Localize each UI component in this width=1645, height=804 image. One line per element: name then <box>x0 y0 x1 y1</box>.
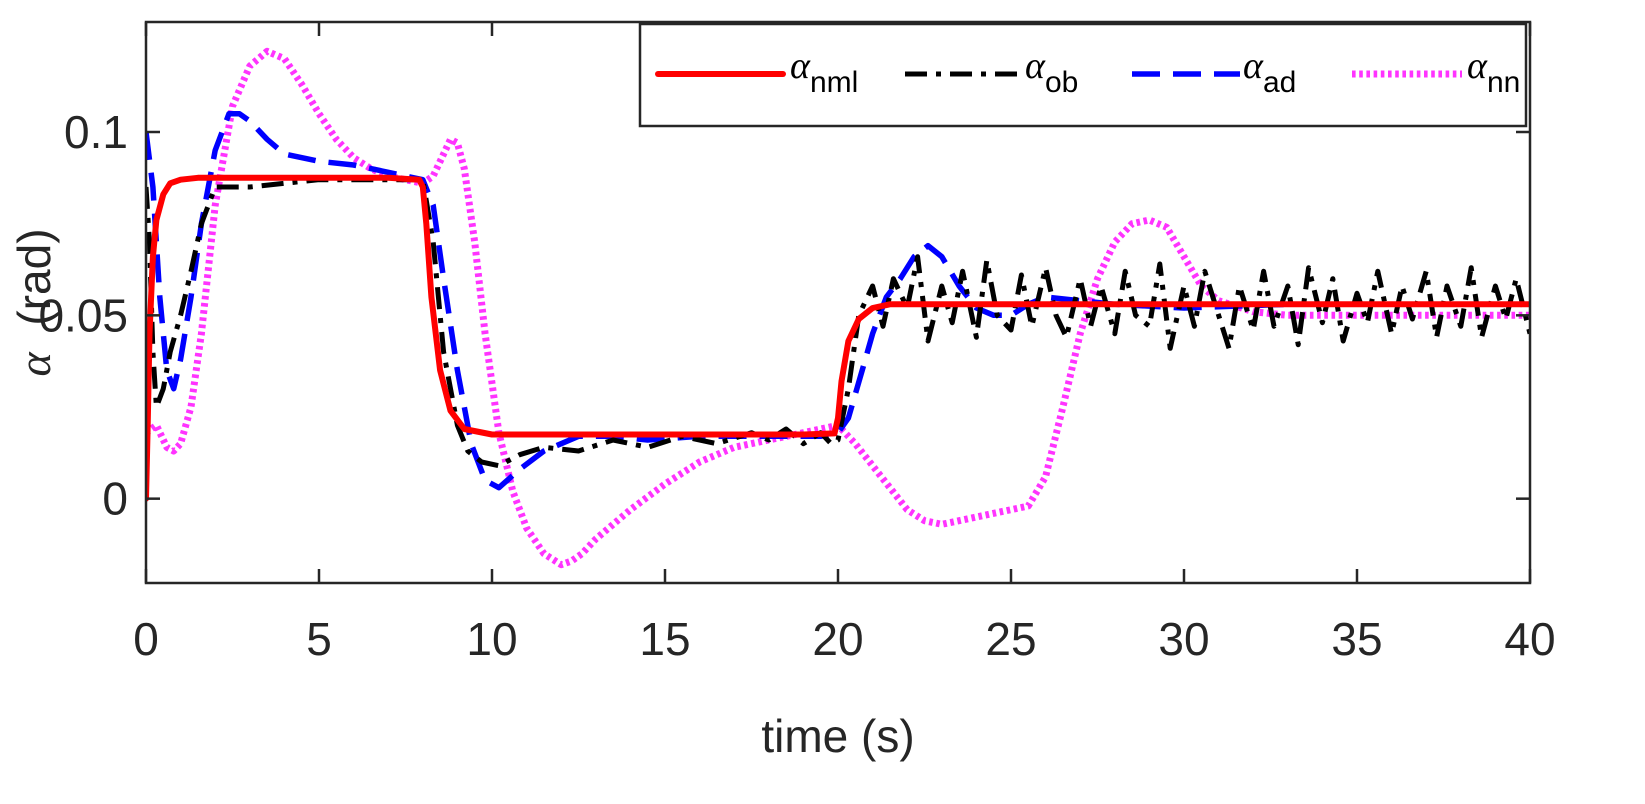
legend-label-nml: αnml <box>790 45 858 99</box>
x-tick-label: 5 <box>306 613 332 665</box>
y-tick-label: 0.05 <box>38 289 128 341</box>
x-tick-label: 40 <box>1504 613 1555 665</box>
x-tick-label: 25 <box>985 613 1036 665</box>
y-tick-label: 0.1 <box>64 106 128 158</box>
series-line-nn <box>146 47 1530 569</box>
x-tick-label: 30 <box>1158 613 1209 665</box>
x-axis-label: time (s) <box>761 710 914 762</box>
axis-labels: time (s) α (rad) <box>8 228 915 762</box>
legend-label-ad: αad <box>1243 45 1296 99</box>
series-line-ob <box>146 177 1530 469</box>
y-tick-label: 0 <box>102 473 128 525</box>
y-axis-label: α (rad) <box>8 228 60 376</box>
series-line-nml <box>146 174 1530 502</box>
series-layer <box>146 47 1530 569</box>
y-axis-unit: (rad) <box>8 228 60 325</box>
x-tick-label: 35 <box>1331 613 1382 665</box>
y-axis-symbol: α <box>9 352 60 377</box>
legend: αnml αob αad αnn <box>638 22 1528 128</box>
series-line-ad <box>146 110 1530 491</box>
x-tick-label: 20 <box>812 613 863 665</box>
tick-layer: 0 5 10 15 20 25 30 35 40 0 0.05 0.1 <box>38 22 1556 665</box>
x-tick-label: 15 <box>639 613 690 665</box>
x-tick-label: 10 <box>466 613 517 665</box>
legend-label-ob: αob <box>1025 45 1078 99</box>
legend-label-nn: αnn <box>1467 45 1520 99</box>
legend-box <box>638 22 1528 128</box>
x-tick-label: 0 <box>133 613 159 665</box>
